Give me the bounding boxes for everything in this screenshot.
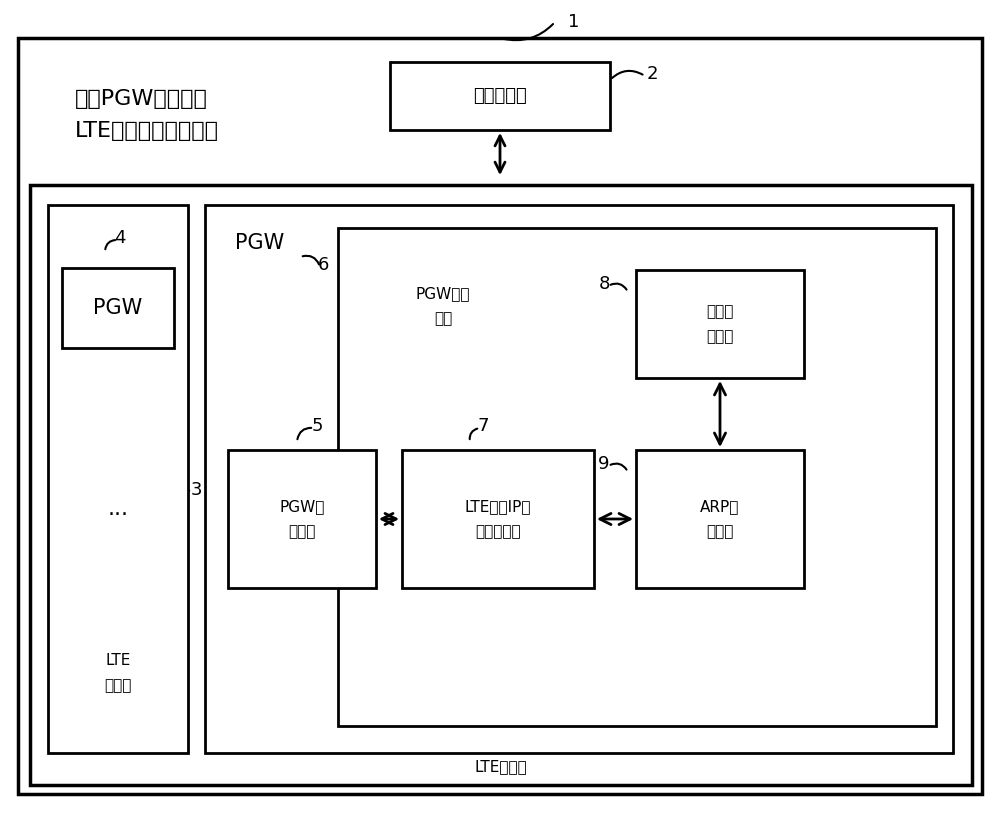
Text: 7: 7 <box>477 417 489 435</box>
Text: PGW: PGW <box>93 298 143 318</box>
Text: PGW: PGW <box>235 233 285 253</box>
Bar <box>48 205 188 753</box>
Text: ARP处
理模块: ARP处 理模块 <box>700 499 740 538</box>
Text: 2: 2 <box>646 65 658 83</box>
Text: LTE核心网: LTE核心网 <box>475 760 527 774</box>
Bar <box>402 450 594 588</box>
Text: 6: 6 <box>317 256 329 274</box>
Text: 一种PGW池组网下
LTE终端数据路由系统: 一种PGW池组网下 LTE终端数据路由系统 <box>75 89 219 141</box>
Bar <box>30 185 972 785</box>
Text: 4: 4 <box>114 229 126 247</box>
Bar <box>390 62 610 130</box>
Text: 数据转
发通道: 数据转 发通道 <box>706 304 734 344</box>
Bar <box>228 450 376 588</box>
Text: 网络侧设备: 网络侧设备 <box>473 87 527 105</box>
Bar <box>636 270 804 378</box>
Text: 5: 5 <box>311 417 323 435</box>
Text: PGW数据
模块: PGW数据 模块 <box>416 286 470 326</box>
Bar <box>62 268 174 348</box>
Bar <box>205 205 953 753</box>
Text: 3: 3 <box>190 481 202 499</box>
Text: 9: 9 <box>598 455 610 473</box>
Bar <box>338 228 936 726</box>
Text: LTE终端IP地
址维护模块: LTE终端IP地 址维护模块 <box>465 499 531 538</box>
Text: 8: 8 <box>598 275 610 293</box>
Text: 1: 1 <box>568 13 580 31</box>
Text: LTE
核心网: LTE 核心网 <box>104 653 132 693</box>
Bar <box>636 450 804 588</box>
Text: ...: ... <box>108 499 128 519</box>
Text: PGW信
令模块: PGW信 令模块 <box>279 499 325 538</box>
